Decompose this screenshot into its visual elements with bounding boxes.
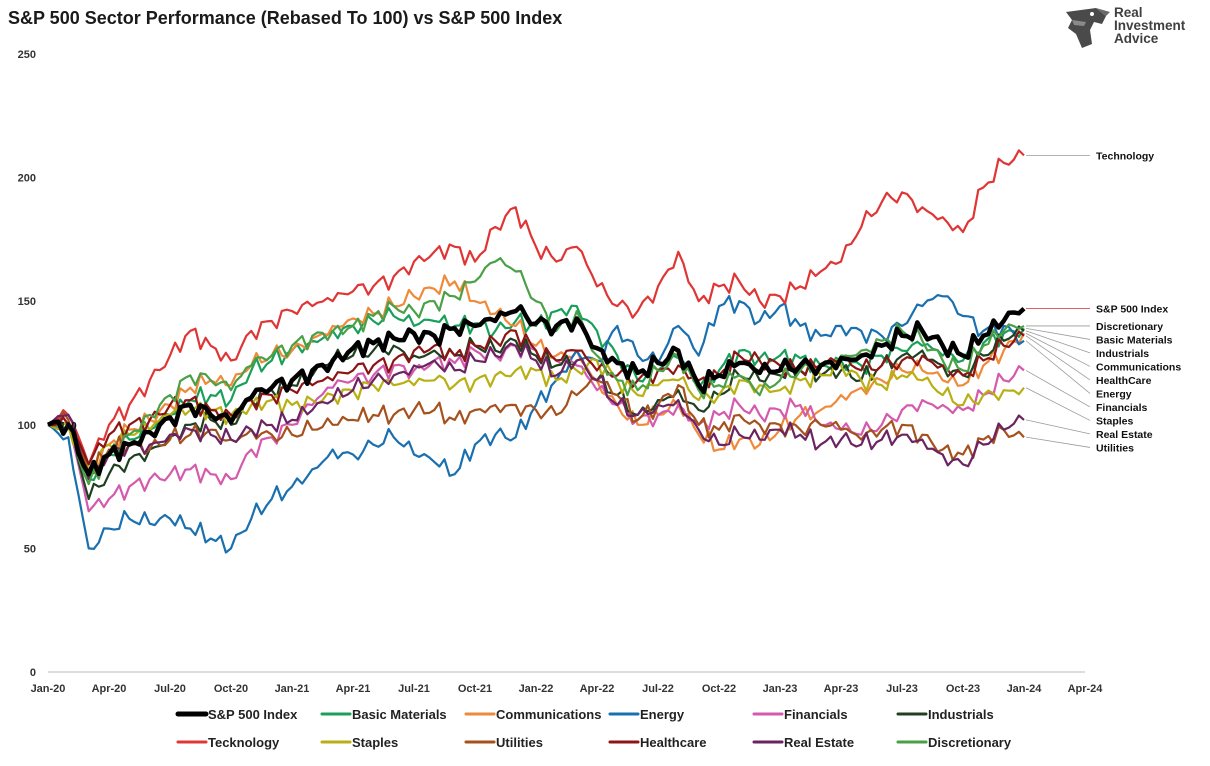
leader-line [1025, 327, 1091, 340]
legend-label: Discretionary [928, 735, 1012, 750]
legend-item: Energy [608, 707, 685, 722]
series-end-label: Staples [1096, 415, 1134, 427]
x-tick-label: Apr-22 [580, 683, 615, 695]
leader-line [1025, 387, 1091, 421]
series-line [47, 377, 1025, 476]
chart-title: S&P 500 Sector Performance (Rebased To 1… [8, 8, 563, 28]
eagle-head-icon [1066, 8, 1110, 48]
end-labels: Technology Energy S&P 500 Index Basic Mater… [1025, 150, 1181, 454]
x-tick-label: Oct-21 [458, 683, 492, 695]
series-line [47, 304, 1025, 482]
series-end-label: Technology [1096, 150, 1154, 162]
leader-line [1025, 335, 1091, 381]
legend-label: Communications [496, 707, 601, 722]
legend-item: Financials [752, 707, 848, 722]
legend-item: Communications [464, 707, 601, 722]
leader-line [1025, 436, 1091, 448]
x-tick-label: Oct-23 [946, 683, 980, 695]
y-tick-label: 150 [18, 296, 36, 308]
series-end-label: Energy [1096, 388, 1132, 400]
x-tick-label: Apr-20 [92, 683, 127, 695]
legend-label: Staples [352, 735, 398, 750]
x-tick-label: Apr-24 [1068, 683, 1104, 695]
series-end-label: Utilities [1096, 442, 1134, 454]
legend-item: Tecknology [176, 735, 280, 750]
leader-line [1025, 370, 1091, 408]
y-tick-label: 200 [18, 173, 36, 185]
legend-label: Healthcare [640, 735, 706, 750]
x-tick-label: Jul-21 [398, 683, 430, 695]
series-end-label: Real Estate [1096, 429, 1153, 441]
start-value-label: 100 [60, 421, 77, 432]
legend-item: Discretionary [896, 735, 1012, 750]
series-end-label: Industrials [1096, 348, 1149, 360]
x-tick-label: Apr-21 [336, 683, 371, 695]
x-tick-label: Jul-23 [886, 683, 918, 695]
legend-label: Tecknology [208, 735, 280, 750]
leader-line [1025, 419, 1091, 435]
logo-line-2: Investment [1114, 18, 1186, 33]
series-lines: 100 [47, 149, 1026, 554]
legend-item: Utilities [464, 735, 543, 750]
series-line [47, 304, 1026, 477]
series-line [47, 342, 1025, 481]
x-tick-label: Jan-21 [275, 683, 310, 695]
legend-label: Utilities [496, 735, 543, 750]
legend-item: Basic Materials [320, 707, 447, 722]
y-tick-label: 0 [30, 667, 36, 679]
series-end-label: HealthCare [1096, 375, 1152, 387]
y-tick-label: 100 [18, 420, 36, 432]
legend-item: Healthcare [608, 735, 706, 750]
series-line [47, 294, 1025, 554]
x-tick-label: Jan-24 [1007, 683, 1043, 695]
leader-line [1025, 332, 1091, 367]
series-end-label: Discretionary [1096, 321, 1163, 333]
x-tick-label: Apr-23 [824, 683, 859, 695]
legend-label: Financials [784, 707, 848, 722]
x-tick-label: Jul-20 [154, 683, 186, 695]
legend-label: Real Estate [784, 735, 854, 750]
legend: S&P 500 Index Basic Materials Communicatio… [175, 707, 1012, 750]
logo-text: Real Investment Advice [1114, 5, 1186, 46]
y-tick-label: 250 [18, 49, 36, 61]
series-line [47, 329, 1025, 466]
legend-item: Industrials [896, 707, 994, 722]
x-tick-label: Jul-22 [642, 683, 674, 695]
legend-label: S&P 500 Index [208, 707, 298, 722]
leader-line [1025, 340, 1091, 394]
legend-label: Basic Materials [352, 707, 447, 722]
legend-item: Real Estate [752, 735, 854, 750]
logo [1066, 8, 1110, 48]
x-tick-label: Jan-20 [31, 683, 66, 695]
y-tick-label: 50 [24, 543, 36, 555]
legend-label: Industrials [928, 707, 994, 722]
series-line [47, 257, 1025, 486]
x-tick-label: Jan-23 [763, 683, 798, 695]
axis-layer: 0 50 100 150 200 250 Jan-20 Apr-20 Jul-20 Oct-20 J… [18, 49, 1104, 695]
logo-line-1: Real [1114, 5, 1143, 20]
series-end-label: Basic Materials [1096, 334, 1173, 346]
legend-item: Staples [320, 735, 398, 750]
series-line [47, 149, 1025, 466]
x-tick-label: Oct-20 [214, 683, 248, 695]
series-end-label: Financials [1096, 402, 1148, 414]
series-end-label: S&P 500 Index [1096, 304, 1168, 316]
legend-item: S&P 500 Index [175, 707, 298, 722]
series-end-label: Communications [1096, 361, 1181, 373]
legend-label: Energy [640, 707, 685, 722]
x-tick-label: Jan-22 [519, 683, 554, 695]
logo-line-3: Advice [1114, 31, 1159, 46]
x-tick-label: Oct-22 [702, 683, 736, 695]
leader-line [1025, 330, 1091, 354]
series-line [47, 274, 1025, 471]
